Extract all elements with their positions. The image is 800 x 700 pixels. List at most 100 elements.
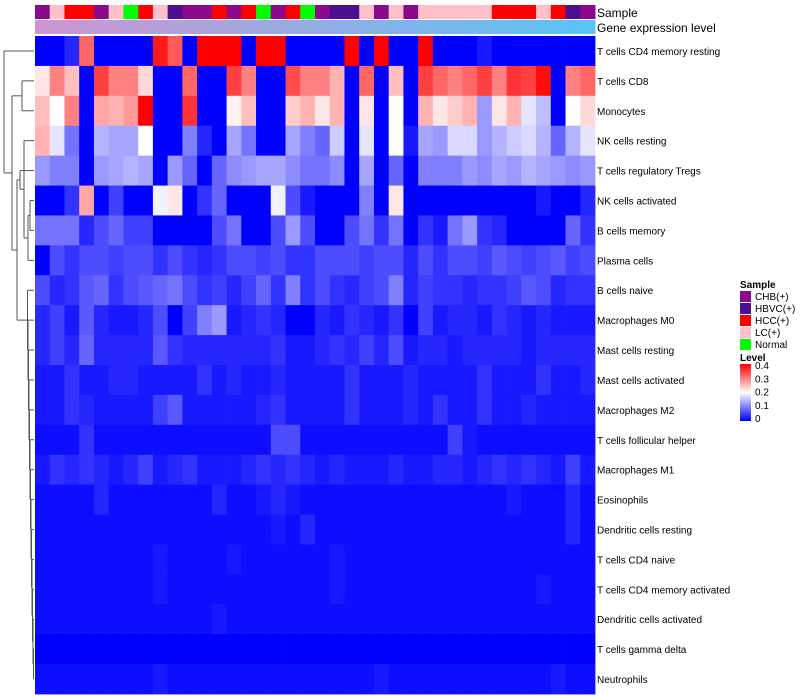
level-legend: Level 0.4 0.3 0.2 0.1 0	[740, 353, 769, 425]
heatmap-cell	[418, 275, 434, 306]
heatmap-cell	[300, 634, 316, 665]
heatmap-cell	[462, 544, 478, 575]
heatmap-cell	[35, 95, 51, 127]
row-dendrogram	[3, 50, 34, 680]
heatmap-cell	[300, 335, 316, 366]
heatmap-cell	[182, 215, 198, 246]
heatmap-cell	[329, 95, 345, 127]
heatmap-cell	[300, 604, 316, 635]
heatmap-cell	[211, 394, 227, 426]
heatmap-cell	[565, 125, 581, 157]
heatmap-cell	[241, 574, 257, 605]
heatmap-cell	[373, 275, 390, 306]
heatmap-cell	[403, 275, 419, 306]
heatmap-cell	[197, 604, 213, 635]
heatmap-cell	[49, 305, 65, 336]
sample-annotation-cell	[182, 5, 198, 19]
sample-annotation-cell	[359, 5, 375, 19]
heatmap-cell	[197, 544, 213, 575]
heatmap-cell	[373, 484, 390, 515]
heatmap-cell	[418, 544, 434, 575]
expression-annotation-cell	[344, 20, 360, 34]
heatmap-cell	[491, 394, 507, 426]
heatmap-cell	[138, 335, 154, 366]
heatmap-cell	[521, 245, 537, 276]
heatmap-cell	[536, 95, 552, 127]
heatmap-cell	[79, 65, 95, 97]
heatmap-cell	[506, 185, 522, 216]
heatmap-cell	[226, 275, 242, 306]
heatmap-cell	[447, 394, 463, 426]
heatmap-cell	[300, 185, 316, 216]
expression-annotation-cell	[359, 20, 375, 34]
heatmap-cell	[241, 454, 257, 486]
heatmap-cell	[447, 424, 463, 456]
heatmap-cell	[506, 484, 522, 515]
heatmap-cell	[536, 454, 552, 486]
heatmap-cell	[329, 36, 345, 67]
heatmap-cell	[241, 604, 257, 635]
heatmap-cell	[64, 514, 80, 545]
heatmap-cell	[138, 155, 154, 186]
heatmap-cell	[565, 275, 581, 306]
heatmap-cell	[565, 185, 581, 216]
heatmap-cell	[167, 335, 183, 366]
heatmap-cell	[462, 36, 478, 67]
heatmap-cell	[152, 544, 169, 575]
sample-annotation-cell	[477, 5, 493, 19]
heatmap-cell	[152, 36, 169, 67]
expression-annotation-cell	[580, 20, 596, 34]
sample-annotation-cell	[211, 5, 228, 19]
heatmap-cell	[152, 424, 169, 456]
expression-annotation-cell	[35, 20, 51, 34]
heatmap-cell	[536, 574, 552, 605]
heatmap-cell	[152, 365, 169, 396]
heatmap-cell	[550, 424, 566, 456]
heatmap-cell	[447, 36, 463, 67]
expression-annotation-cell	[536, 20, 552, 34]
heatmap-cell	[64, 544, 80, 575]
heatmap-cell	[432, 514, 449, 545]
heatmap-cell	[477, 305, 493, 336]
sample-annotation-cell	[344, 5, 360, 19]
expression-annotation-cell	[79, 20, 95, 34]
row-label: NK cells activated	[597, 197, 676, 208]
sample-legend-swatch	[740, 327, 751, 338]
heatmap-cell	[462, 634, 478, 665]
heatmap-cell	[270, 185, 286, 216]
heatmap-cell	[565, 95, 581, 127]
expression-annotation-cell	[432, 20, 449, 34]
heatmap-cell	[432, 335, 449, 366]
heatmap-cell	[197, 454, 213, 486]
level-legend-colorbar	[740, 364, 751, 421]
heatmap-cell	[197, 305, 213, 336]
heatmap-cell	[418, 365, 434, 396]
heatmap-cell	[35, 335, 51, 366]
heatmap-cell	[521, 335, 537, 366]
heatmap-cell	[93, 335, 110, 366]
heatmap-cell	[35, 574, 51, 605]
heatmap-cell	[108, 36, 124, 67]
heatmap-cell	[93, 365, 110, 396]
heatmap-cell	[344, 664, 360, 695]
heatmap-cell	[241, 95, 257, 127]
heatmap-cell	[79, 634, 95, 665]
heatmap-cell	[152, 604, 169, 635]
expression-annotation-cell	[49, 20, 65, 34]
heatmap-cell	[270, 664, 286, 695]
sample-annotation-cell	[388, 5, 404, 19]
heatmap-cell	[329, 664, 345, 695]
heatmap-cell	[388, 544, 404, 575]
heatmap-cell	[35, 245, 51, 276]
heatmap-cell	[432, 185, 449, 216]
heatmap-row	[35, 634, 596, 665]
heatmap-row	[35, 424, 596, 456]
heatmap-cell	[403, 394, 419, 426]
heatmap-cell	[373, 185, 390, 216]
heatmap-row	[35, 664, 596, 695]
sample-annotation-cell	[79, 5, 95, 19]
heatmap-cell	[329, 335, 345, 366]
heatmap-cell	[270, 394, 286, 426]
heatmap-cell	[462, 454, 478, 486]
